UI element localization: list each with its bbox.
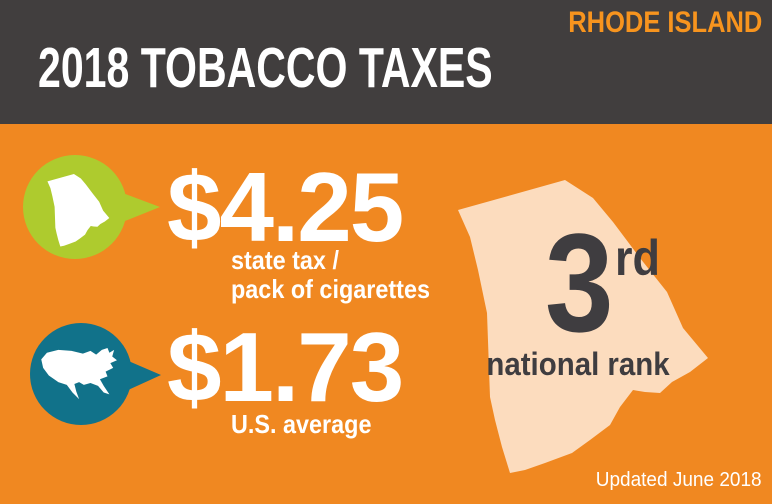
state-tax-value: $4.25 bbox=[167, 152, 404, 262]
state-tax-label: state tax / pack of cigarettes bbox=[231, 246, 430, 304]
page-title: 2018 TOBACCO TAXES bbox=[38, 36, 493, 100]
usa-map-icon bbox=[41, 348, 117, 400]
rank-label: national rank bbox=[486, 346, 670, 382]
state-tax-label-line1: state tax / bbox=[231, 245, 339, 275]
us-average-label: U.S. average bbox=[231, 409, 372, 439]
header-bar: RHODE ISLAND 2018 TOBACCO TAXES bbox=[0, 0, 772, 124]
state-name-label: RHODE ISLAND bbox=[567, 6, 762, 39]
teal-bubble-pointer-icon bbox=[126, 360, 161, 391]
rank-ordinal-suffix: rd bbox=[615, 230, 660, 286]
rank-number: 3 bbox=[545, 204, 614, 361]
us-average-value: $1.73 bbox=[167, 312, 404, 422]
state-tax-bubble bbox=[23, 155, 127, 259]
updated-date-note: Updated June 2018 bbox=[596, 469, 762, 491]
state-tax-label-line2: pack of cigarettes bbox=[231, 274, 430, 304]
green-bubble-pointer-icon bbox=[120, 192, 160, 223]
rhode-island-shape-icon bbox=[47, 173, 110, 247]
us-average-bubble bbox=[30, 323, 132, 425]
